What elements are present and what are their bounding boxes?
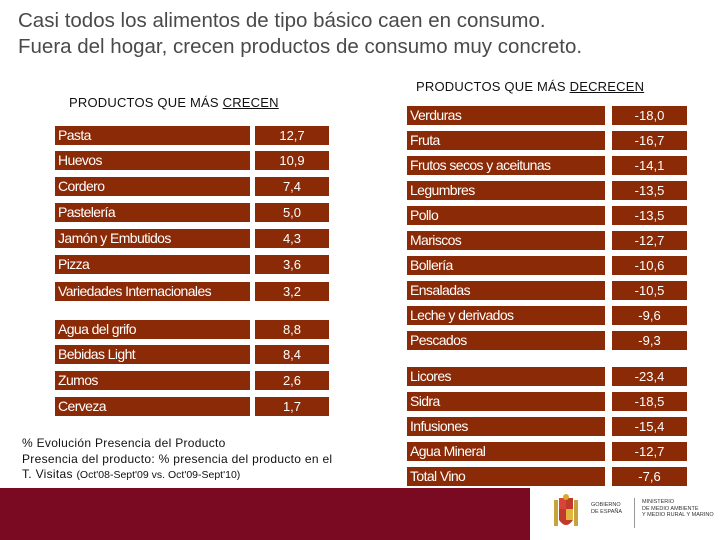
decrecen-row-value: -13,5 <box>612 181 687 200</box>
crecen-row-label: Cordero <box>55 177 250 196</box>
decrecen-row-value: -16,7 <box>612 131 687 150</box>
decrecen-row-value: -10,5 <box>612 281 687 300</box>
decrecen-row-value: -15,4 <box>612 417 687 436</box>
legend-line-1: % Evolución Presencia del Producto <box>22 436 226 450</box>
ministry-line-2: DE MEDIO AMBIENTE <box>642 505 699 512</box>
crecen-row-label: Bebidas Light <box>55 345 250 364</box>
decrecen-row-label: Verduras <box>407 106 605 125</box>
crecen-row-label: Variedades Internacionales <box>55 282 250 301</box>
decrecen-row-value: -10,6 <box>612 256 687 275</box>
title-line-2: Fuera del hogar, crecen productos de con… <box>18 35 583 58</box>
decrecen-heading-keyword: DECRECEN <box>569 79 645 94</box>
crecen-heading-keyword: CRECEN <box>222 95 279 110</box>
decrecen-row-label: Fruta <box>407 131 605 150</box>
legend-period: (Oct'08-Sept'09 vs. Oct'09-Sept'10) <box>76 469 241 481</box>
decrecen-row-value: -23,4 <box>612 367 687 386</box>
crecen-row-value: 5,0 <box>255 203 329 222</box>
ministry-line-1: MINISTERIO <box>642 499 675 505</box>
crecen-row-value: 10,9 <box>255 151 329 170</box>
decrecen-row-value: -18,0 <box>612 106 687 125</box>
decrecen-row-label: Legumbres <box>407 181 605 200</box>
crecen-row-label: Pasta <box>55 126 250 145</box>
decrecen-row-label: Ensaladas <box>407 281 605 300</box>
decrecen-row-label: Bollería <box>407 256 605 275</box>
slide-title: Casi todos los alimentos de tipo básico … <box>18 8 708 60</box>
legend-line-3: T. Visitas (Oct'08-Sept'09 vs. Oct'09-Se… <box>22 467 332 484</box>
title-line-1: Casi todos los alimentos de tipo básico … <box>18 9 546 32</box>
decrecen-row-value: -13,5 <box>612 206 687 225</box>
crecen-row-label: Agua del grifo <box>55 320 250 339</box>
gov-line-1: GOBIERNO <box>591 502 621 508</box>
decrecen-heading-prefix: PRODUCTOS QUE MÁS <box>416 79 570 94</box>
decrecen-row-label: Licores <box>407 367 605 386</box>
decrecen-row-value: -9,3 <box>612 331 687 350</box>
coat-of-arms-icon <box>554 494 578 526</box>
crecen-row-label: Pizza <box>55 255 250 274</box>
decrecen-row-value: -12,7 <box>612 442 687 461</box>
crecen-row-value: 4,3 <box>255 229 329 248</box>
ministry-line-3: Y MEDIO RURAL Y MARINO <box>642 512 714 518</box>
decrecen-row-label: Pollo <box>407 206 605 225</box>
legend: % Evolución Presencia del Producto Prese… <box>22 436 332 484</box>
crecen-row-value: 12,7 <box>255 126 329 145</box>
legend-line-3-main: T. Visitas <box>22 467 73 481</box>
crecen-row-value: 2,6 <box>255 371 329 390</box>
crecen-row-label: Jamón y Embutidos <box>55 229 250 248</box>
logo-divider <box>634 498 635 528</box>
decrecen-row-value: -12,7 <box>612 231 687 250</box>
decrecen-row-value: -18,5 <box>612 392 687 411</box>
crecen-heading: PRODUCTOS QUE MÁS CRECEN <box>69 95 279 110</box>
crecen-heading-prefix: PRODUCTOS QUE MÁS <box>69 95 223 110</box>
gov-line-2: DE ESPAÑA <box>591 508 623 515</box>
ministry-label: MINISTERIO DE MEDIO AMBIENTE Y MEDIO RUR… <box>642 499 714 519</box>
crecen-row-label: Huevos <box>55 151 250 170</box>
crecen-row-label: Zumos <box>55 371 250 390</box>
government-label: GOBIERNO DE ESPAÑA <box>591 502 622 515</box>
decrecen-row-label: Frutos secos y aceitunas <box>407 156 605 175</box>
crecen-row-value: 7,4 <box>255 177 329 196</box>
decrecen-row-label: Total Vino <box>407 467 605 486</box>
decrecen-row-label: Pescados <box>407 331 605 350</box>
crecen-row-label: Cerveza <box>55 397 250 416</box>
decrecen-row-label: Sidra <box>407 392 605 411</box>
decrecen-row-label: Infusiones <box>407 417 605 436</box>
decrecen-heading: PRODUCTOS QUE MÁS DECRECEN <box>416 79 644 94</box>
decrecen-row-label: Agua Mineral <box>407 442 605 461</box>
decrecen-row-value: -14,1 <box>612 156 687 175</box>
crecen-row-label: Pastelería <box>55 203 250 222</box>
crecen-row-value: 1,7 <box>255 397 329 416</box>
crecen-row-value: 3,6 <box>255 255 329 274</box>
legend-line-2: Presencia del producto: % presencia del … <box>22 451 333 466</box>
crecen-row-value: 8,4 <box>255 345 329 364</box>
ministry-logo: GOBIERNO DE ESPAÑA MINISTERIO DE MEDIO A… <box>530 488 720 540</box>
crecen-row-value: 8,8 <box>255 320 329 339</box>
decrecen-row-value: -7,6 <box>612 467 687 486</box>
decrecen-row-label: Leche y derivados <box>407 306 605 325</box>
decrecen-row-label: Mariscos <box>407 231 605 250</box>
decrecen-row-value: -9,6 <box>612 306 687 325</box>
crecen-row-value: 3,2 <box>255 282 329 301</box>
